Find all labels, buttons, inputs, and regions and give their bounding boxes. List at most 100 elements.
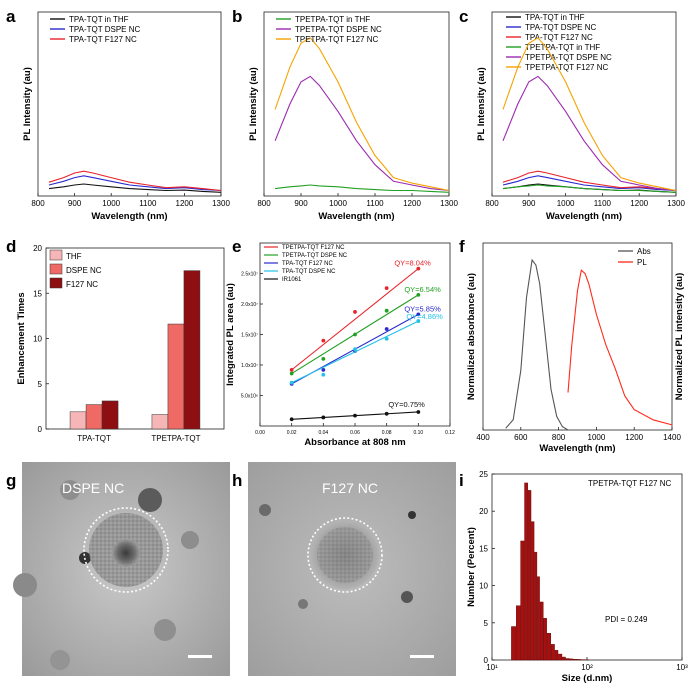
x-tick-label: 0.02 (287, 430, 297, 436)
histogram-bar (551, 644, 554, 660)
y-axis-title: Enhancement Times (16, 292, 27, 384)
bar (184, 271, 200, 429)
fit-line (292, 269, 419, 370)
particle (13, 573, 37, 597)
scale-bar (410, 655, 434, 658)
series-line (275, 185, 449, 192)
pdi-annotation: PDI = 0.249 (605, 615, 648, 624)
particle (298, 599, 308, 609)
y2-axis-title: Normalized PL intensity (au) (674, 273, 685, 401)
qy-annotation: QY=6.54% (404, 285, 441, 294)
x-tick-label: 800 (257, 199, 271, 208)
y-tick-label: 1.5x10⁷ (241, 333, 258, 339)
legend-label: TPA-TQT F127 NC (69, 35, 137, 44)
data-point (290, 417, 294, 421)
legend-label: TPETPA-TQT in THF (525, 43, 600, 52)
x-axis-title: Wavelength (nm) (546, 211, 622, 222)
bar (70, 412, 86, 429)
y-axis-title: PL Intensity (au) (476, 67, 487, 141)
y-tick-label: 20 (33, 244, 42, 253)
bar (168, 324, 184, 429)
x-tick-label: 1100 (594, 199, 612, 208)
bar (86, 405, 102, 429)
panel-label-i: i (459, 471, 464, 490)
histogram-bar (534, 552, 536, 660)
histogram-bar (537, 577, 539, 660)
y-tick-label: 0 (38, 425, 43, 434)
y-tick-label: 5 (38, 380, 43, 389)
histogram-bar (573, 659, 576, 660)
legend-label: TPETPA-TQT DSPE NC (282, 253, 348, 259)
fit-line (292, 321, 419, 383)
nanocapsule-core (112, 539, 140, 567)
x-tick-label: 10² (581, 663, 593, 672)
x-tick-label: 1200 (630, 199, 648, 208)
y-tick-label: 25 (479, 470, 488, 479)
histogram-bar (577, 659, 581, 660)
legend-label: TPA-TQT F127 NC (282, 261, 333, 267)
qy-annotation: QY=8.04% (394, 259, 431, 268)
x-axis-title: Wavelength (nm) (318, 211, 394, 222)
legend-swatch (50, 278, 62, 288)
x-axis-title: Wavelength (nm) (539, 443, 615, 454)
data-point (321, 339, 325, 343)
legend-label: F127 NC (66, 280, 98, 289)
data-point (385, 286, 389, 290)
x-tick-label: 0.10 (413, 430, 423, 436)
x-tick-label: 1200 (176, 199, 194, 208)
legend-swatch (50, 264, 62, 274)
y-tick-label: 5 (484, 619, 489, 628)
tem-caption-h: F127 NC (322, 480, 378, 496)
histogram-bar (521, 541, 525, 660)
histogram-bar (547, 633, 551, 660)
particle (154, 619, 176, 641)
x-tick-label: 1200 (625, 433, 643, 442)
data-point (353, 333, 357, 337)
x-tick-label: 1100 (139, 199, 157, 208)
legend-label: DSPE NC (66, 266, 102, 275)
legend-label: IR1061 (282, 277, 302, 283)
legend-label: TPA-TQT in THF (525, 13, 585, 22)
legend-label: TPETPA-TQT in THF (295, 15, 370, 24)
legend-label: TPA-TQT DSPE NC (525, 23, 596, 32)
series-line (49, 171, 221, 190)
plot-frame (483, 243, 672, 430)
tem-image-h: F127 NC (248, 462, 456, 676)
x-axis-title: Wavelength (nm) (91, 211, 167, 222)
x-tick-label: 1300 (667, 199, 685, 208)
legend-label: PL (637, 258, 647, 267)
legend-label: TPETPA-TQT F127 NC (525, 63, 608, 72)
legend-label: Abs (637, 247, 651, 256)
panel-label-e: e (232, 237, 241, 256)
histogram-bar (558, 654, 562, 660)
x-tick-label: 0.00 (255, 430, 265, 436)
y-tick-label: 20 (479, 507, 488, 516)
tem-image-g: DSPE NC (13, 462, 230, 676)
legend-label: THF (66, 252, 82, 261)
y-tick-label: 10 (479, 582, 488, 591)
y-tick-label: 10 (33, 335, 42, 344)
x-axis-title: Absorbance at 808 nm (304, 437, 405, 448)
panel-label-b: b (232, 7, 242, 26)
x-tick-label: 800 (552, 433, 566, 442)
x-tick-label: 900 (522, 199, 536, 208)
histogram-bar (531, 522, 534, 660)
x-tick-label: 1300 (212, 199, 230, 208)
x-tick-label: 10³ (676, 663, 688, 672)
scale-bar (188, 655, 212, 658)
data-point (385, 327, 389, 331)
data-point (290, 372, 294, 376)
x-tick-label: 0.06 (350, 430, 360, 436)
x-tick-label: 1100 (366, 199, 384, 208)
data-point (385, 337, 389, 341)
x-tick-label: 1300 (440, 199, 458, 208)
legend-label: TPA-TQT in THF (69, 15, 129, 24)
y-tick-label: 1.0x10⁷ (241, 363, 258, 369)
y-axis-title: PL Intensity (au) (248, 67, 259, 141)
x-tick-label: 1000 (557, 199, 575, 208)
histogram-bar (516, 606, 520, 660)
data-point (290, 368, 294, 372)
